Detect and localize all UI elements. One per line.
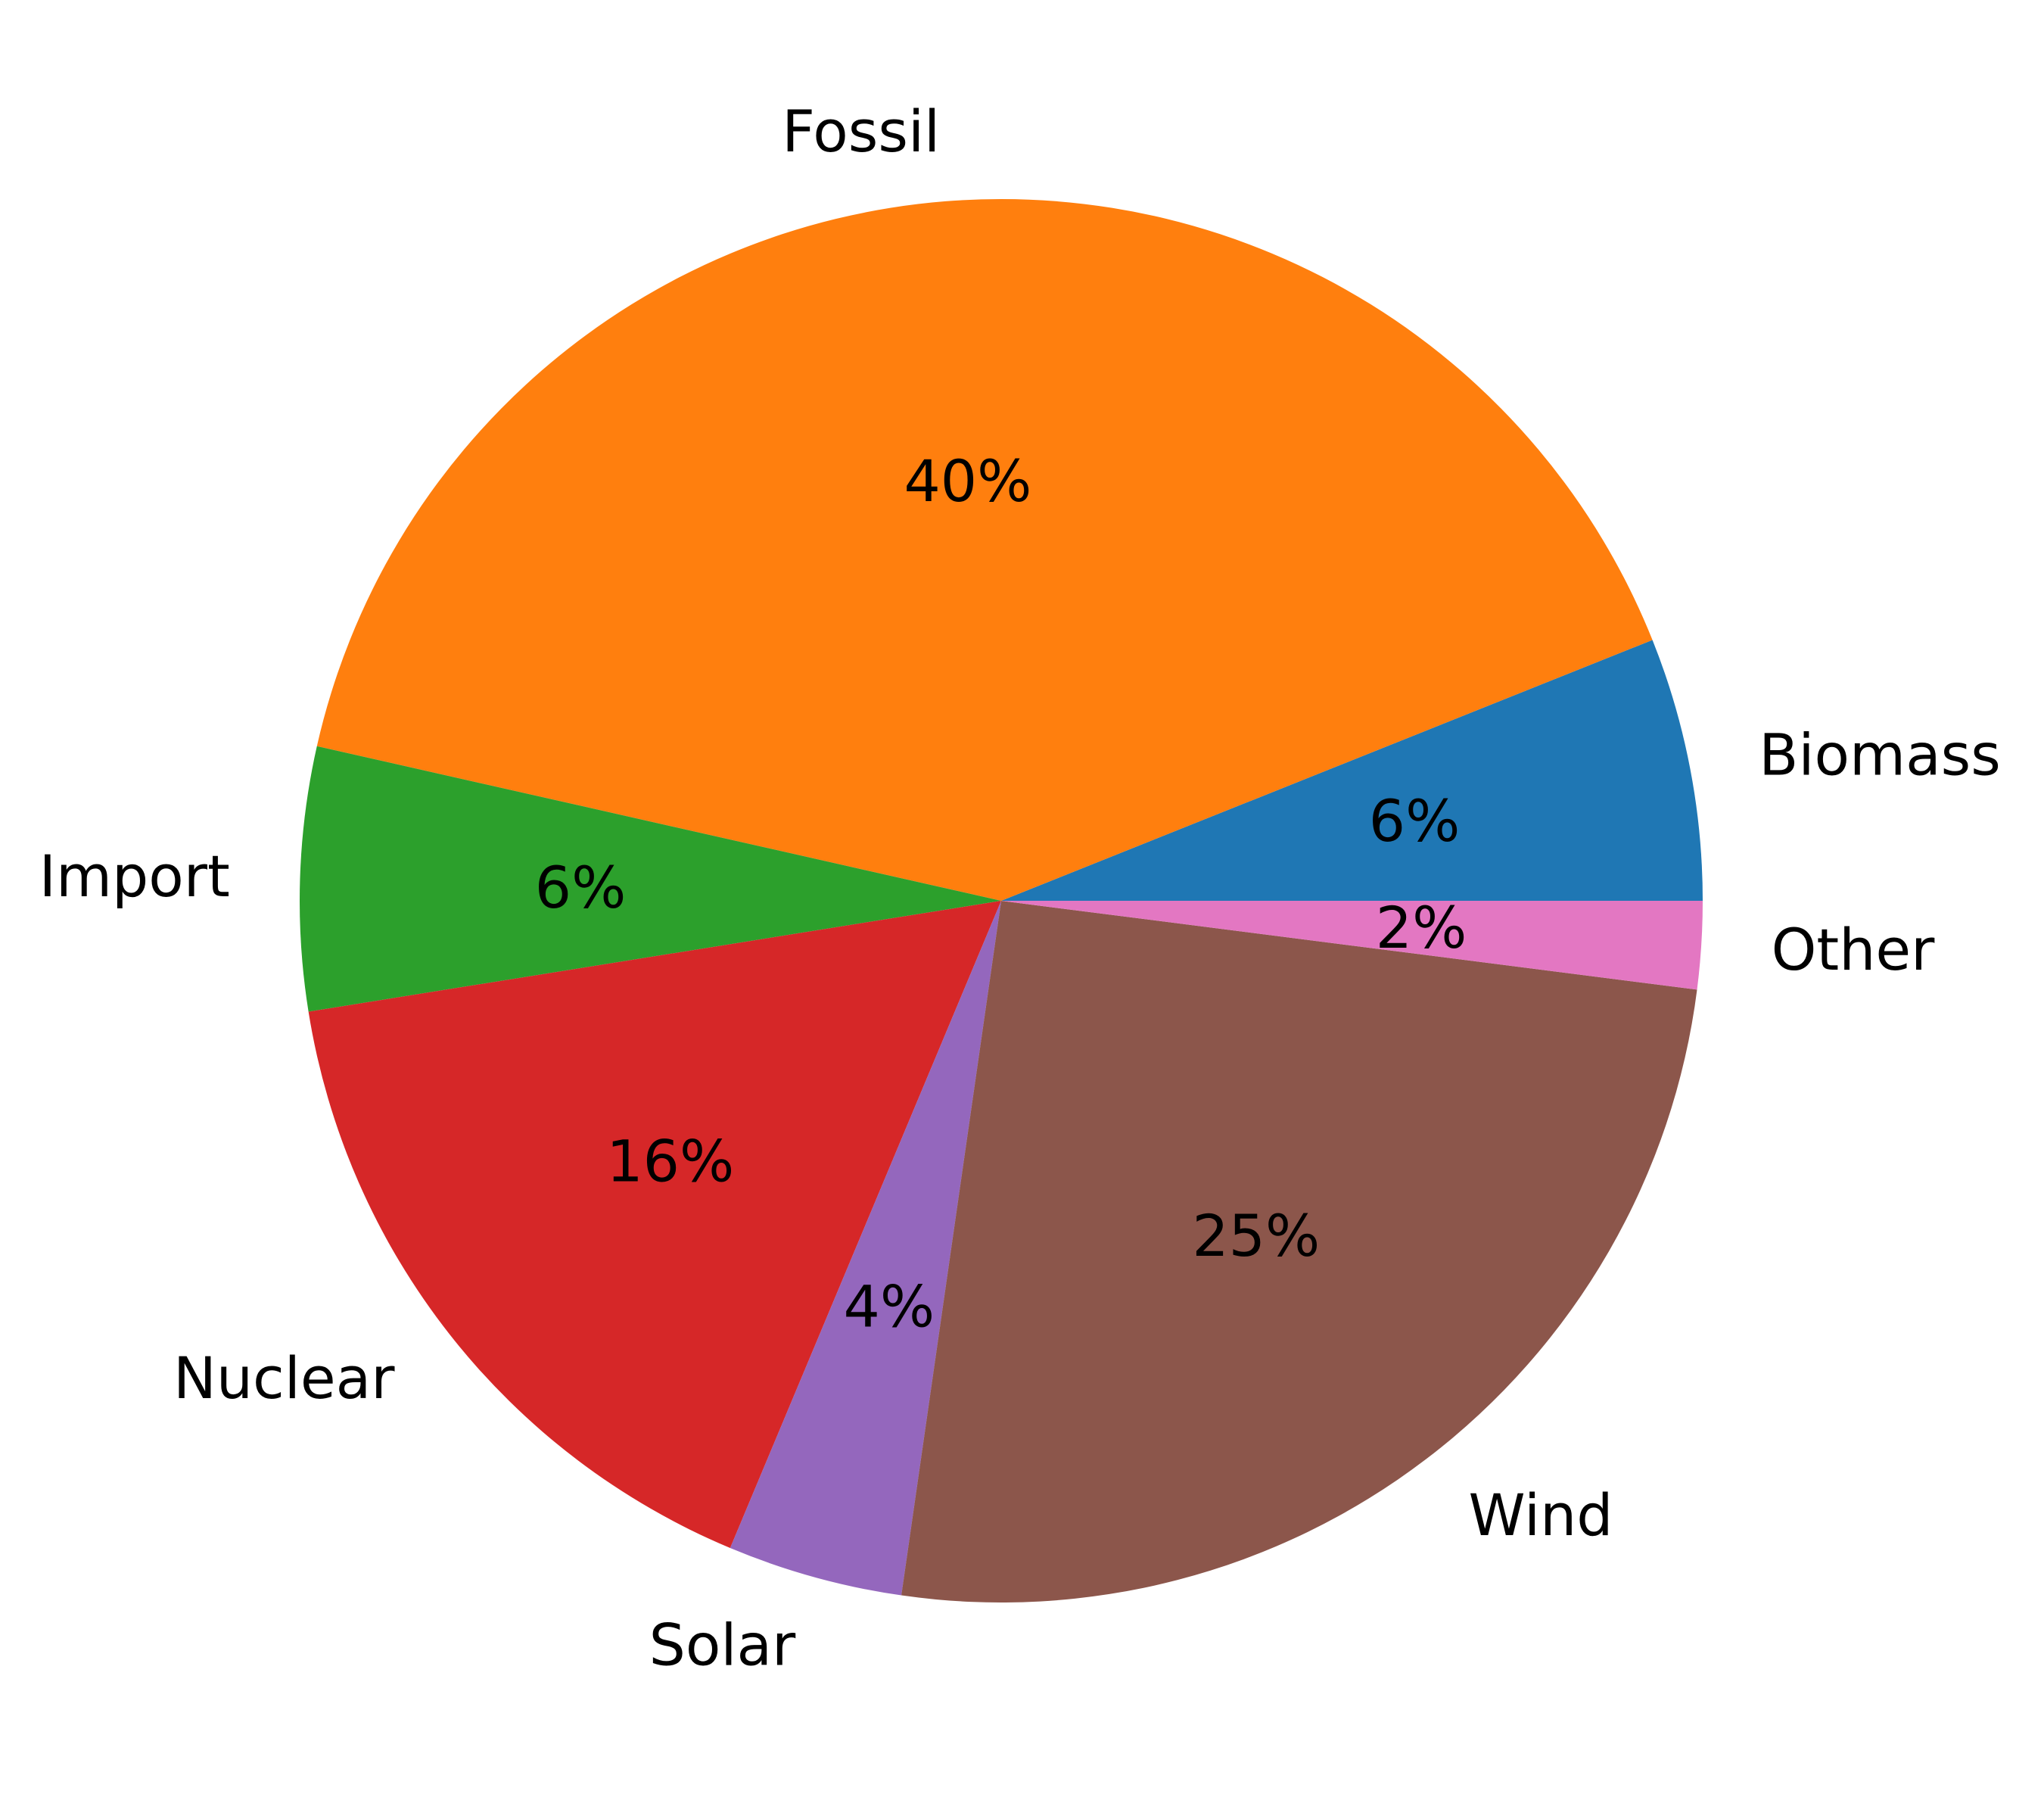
pie-slice-import [299, 746, 1002, 1012]
slice-label-other: Other [1772, 916, 1936, 983]
pct-label-wind: 25% [1192, 1202, 1320, 1269]
pie-slice-nuclear [308, 901, 1001, 1549]
pie-slice-fossil [316, 199, 1653, 902]
pie-slice-biomass [1001, 640, 1703, 901]
pie-slice-other [1001, 901, 1703, 990]
pct-label-import: 6% [535, 854, 627, 921]
pie-labels: Biomass 6% Fossil 40% Import 6% Nuclear 16% Sola… [39, 98, 2001, 1678]
pie-slice-wind [901, 901, 1697, 1602]
pie-slices [299, 199, 1703, 1602]
slice-label-biomass: Biomass [1759, 721, 2001, 789]
slice-label-import: Import [39, 842, 230, 910]
pie-slice-solar [730, 901, 1001, 1596]
slice-label-solar: Solar [649, 1611, 796, 1678]
pct-label-solar: 4% [844, 1273, 935, 1341]
pct-label-other: 2% [1376, 894, 1467, 961]
pct-label-fossil: 40% [904, 447, 1031, 515]
pct-label-nuclear: 16% [606, 1127, 734, 1194]
slice-label-nuclear: Nuclear [173, 1344, 395, 1412]
pct-label-biomass: 6% [1369, 787, 1461, 855]
slice-label-wind: Wind [1469, 1481, 1613, 1549]
slice-label-fossil: Fossil [782, 98, 940, 165]
